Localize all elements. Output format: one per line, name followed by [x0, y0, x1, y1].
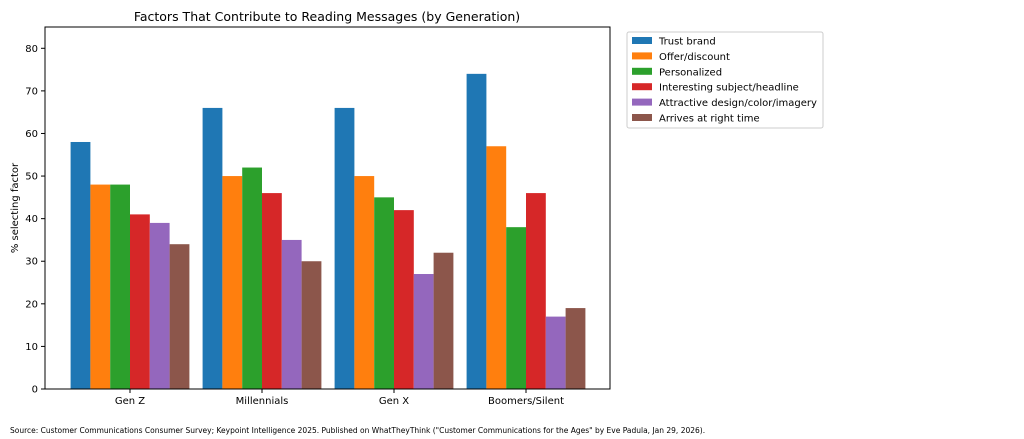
bar-boomers-silent-s2: [506, 227, 526, 389]
bar-boomers-silent-s4: [545, 316, 566, 389]
x-tick-label: Gen X: [379, 396, 409, 407]
bar-millennials-s3: [262, 193, 282, 389]
bar-boomers-silent-s1: [486, 146, 507, 389]
x-tick-label: Millennials: [236, 396, 289, 407]
bar-gen-x-s3: [394, 210, 414, 389]
legend-label: Trust brand: [658, 37, 716, 48]
y-tick-label: 50: [25, 172, 38, 183]
legend-label: Offer/discount: [659, 52, 730, 63]
bar-gen-x-s0: [334, 107, 355, 390]
y-tick-label: 20: [25, 299, 38, 310]
bar-millennials-s2: [242, 167, 262, 389]
x-tick-label: Gen Z: [115, 396, 145, 407]
y-axis-ticks: 0 10 20 30 40 50 60 70 80: [25, 44, 45, 396]
bar-gen-z-s3: [130, 214, 150, 389]
legend-label: Attractive design/color/imagery: [659, 98, 817, 109]
bar-millennials-s4: [281, 239, 302, 389]
bar-gen-x-s2: [374, 197, 394, 389]
bar-gen-z-s2: [110, 184, 130, 389]
legend-swatch: [632, 83, 652, 91]
y-axis-label: % selecting factor: [10, 162, 21, 253]
bar-boomers-silent-s5: [565, 308, 586, 389]
bar-gen-x-s4: [413, 274, 434, 389]
x-tick-label: Boomers/Silent: [488, 396, 564, 407]
bar-millennials-s0: [202, 107, 223, 390]
y-tick-label: 30: [25, 257, 38, 268]
source-note: Source: Customer Communications Consumer…: [10, 426, 706, 435]
bar-gen-x-s5: [433, 252, 454, 389]
plot-area-frame: [44, 26, 611, 390]
legend-label: Arrives at right time: [659, 114, 760, 125]
legend-swatch: [632, 52, 652, 60]
legend-swatch: [632, 67, 652, 75]
bar-boomers-silent-s0: [466, 73, 487, 389]
y-tick-label: 60: [25, 129, 38, 140]
legend-swatch: [632, 114, 652, 121]
chart-title: Factors That Contribute to Reading Messa…: [134, 9, 520, 24]
legend-swatch: [632, 37, 652, 44]
legend-label: Personalized: [659, 67, 722, 78]
bar-gen-z-s1: [90, 184, 111, 389]
y-tick-label: 70: [25, 86, 38, 97]
legend-box: [626, 31, 824, 129]
bar-gen-z-s0: [70, 141, 91, 389]
x-axis-ticks: Gen Z Millennials Gen X Boomers/Silent: [115, 389, 564, 407]
bar-millennials-s5: [301, 261, 322, 389]
bar-millennials-s1: [222, 176, 243, 389]
bars-group: [70, 73, 586, 390]
y-tick-label: 80: [25, 44, 38, 55]
bar-boomers-silent-s3: [526, 193, 546, 389]
y-tick-label: 40: [25, 214, 38, 225]
bar-gen-x-s1: [354, 176, 375, 389]
bar-gen-z-s5: [169, 244, 190, 389]
legend-swatch: [632, 98, 652, 106]
legend: Trust brand Offer/discount Personalized Int…: [626, 31, 824, 129]
legend-label: Interesting subject/headline: [659, 83, 799, 94]
y-tick-label: 0: [32, 385, 38, 396]
bar-gen-z-s4: [149, 222, 170, 389]
y-tick-label: 10: [25, 342, 38, 353]
